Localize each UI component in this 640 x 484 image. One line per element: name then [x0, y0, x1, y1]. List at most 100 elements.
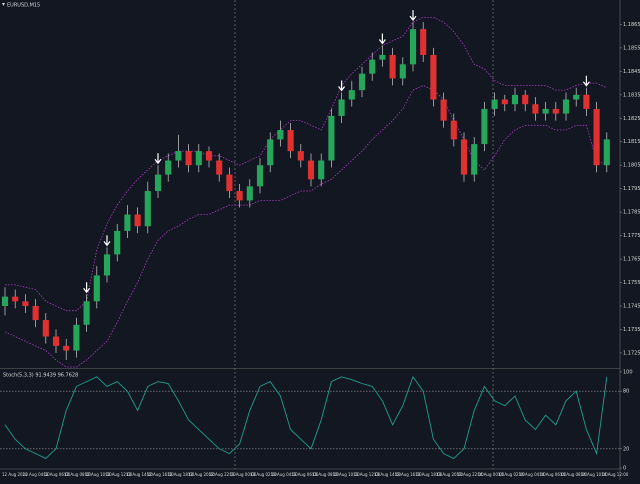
- candle-body: [348, 90, 355, 100]
- candle-body: [318, 160, 325, 180]
- x-tick-label: 14 Aug 06:00: [539, 472, 566, 477]
- candle-body: [195, 151, 202, 166]
- candle-body: [267, 139, 274, 166]
- candle-body: [440, 99, 447, 121]
- bollinger-band: [5, 16, 607, 312]
- candle-body: [114, 230, 121, 255]
- x-tick-label: 13 Aug 10:00: [333, 472, 360, 477]
- x-tick-label: 14 Aug 04:00: [519, 472, 546, 477]
- candle-body: [277, 130, 284, 140]
- y-tick-label: 1.18050: [623, 163, 640, 169]
- x-tick-label: 13 Aug 06:00: [291, 472, 318, 477]
- x-tick-label: 14 Aug 00:00: [477, 472, 504, 477]
- y-tick-label: 1.17450: [623, 303, 640, 309]
- x-tick-label: 13 Aug 16:00: [395, 472, 422, 477]
- y-tick-label: 1.17350: [623, 327, 640, 333]
- y-tick-label: 1.18150: [623, 139, 640, 145]
- y-tick-label: 1.18250: [623, 116, 640, 122]
- x-tick-label: 13 Aug 20:00: [436, 472, 463, 477]
- candle-body: [12, 296, 19, 302]
- x-tick-label: 13 Aug 04:00: [271, 472, 298, 477]
- candle-body: [287, 130, 294, 152]
- x-tick-label: 12 Aug 22:00: [209, 472, 236, 477]
- candle-body: [205, 151, 213, 161]
- y-tick-label: 1.17950: [623, 186, 640, 192]
- y-tick-label: 20: [623, 446, 629, 452]
- candle-body: [409, 29, 417, 65]
- y-tick-label: 0: [623, 466, 626, 472]
- candle-body: [450, 120, 457, 140]
- x-tick-label: 12 Aug 10:00: [85, 472, 112, 477]
- candle-body: [532, 104, 539, 114]
- candle-body: [185, 151, 192, 166]
- candle-body: [73, 324, 80, 351]
- candle-body: [165, 160, 172, 175]
- candle-body: [103, 254, 111, 276]
- y-tick-label: 1.17250: [623, 350, 640, 356]
- x-tick-label: 12 Aug 20:00: [188, 472, 215, 477]
- candle-body: [491, 99, 498, 109]
- candle-body: [256, 165, 264, 187]
- candle-body: [430, 54, 437, 100]
- sell-arrow: [338, 80, 346, 92]
- candle-body: [226, 174, 233, 192]
- candle-body: [593, 108, 600, 166]
- candle-body: [307, 160, 315, 180]
- x-tick-label: 14 Aug 02:00: [498, 472, 525, 477]
- candle-body: [1, 296, 9, 306]
- candle-body: [603, 139, 610, 166]
- candle-body: [63, 345, 70, 351]
- candle-body: [501, 99, 508, 105]
- candle-body: [399, 64, 406, 79]
- sell-arrow: [154, 153, 162, 165]
- x-tick-label: 12 Aug 06:00: [43, 472, 70, 477]
- candle-body: [369, 59, 376, 74]
- candle-body: [42, 320, 49, 337]
- candle-body: [175, 151, 182, 161]
- candle-body: [460, 139, 468, 175]
- candle-body: [216, 160, 223, 175]
- y-tick-label: 1.18650: [623, 22, 640, 28]
- candle-body: [379, 54, 386, 60]
- candle-body: [562, 99, 570, 114]
- x-tick-label: 14 Aug 12:00: [601, 472, 628, 477]
- candle-body: [522, 94, 529, 105]
- y-tick-label: 1.18450: [623, 69, 640, 75]
- candle-body: [328, 115, 335, 161]
- x-tick-label: 12 Aug 12:00: [105, 472, 132, 477]
- candle-body: [134, 214, 141, 227]
- candle-body: [511, 94, 519, 105]
- candle-body: [93, 275, 100, 302]
- y-tick-label: 1.17650: [623, 257, 640, 263]
- candle-body: [154, 174, 162, 192]
- candle-body: [471, 144, 478, 175]
- y-tick-label: 1.17850: [623, 210, 640, 216]
- sell-arrow: [409, 10, 417, 22]
- candle-body: [542, 108, 549, 114]
- candle-body: [552, 108, 559, 114]
- chart-title: EURUSD,M15: [7, 3, 40, 9]
- sell-arrow: [378, 33, 386, 45]
- sell-arrow: [582, 75, 590, 87]
- candle-body: [22, 301, 29, 306]
- candle-body: [124, 214, 131, 231]
- x-tick-label: 13 Aug 12:00: [353, 472, 380, 477]
- candle-body: [52, 336, 60, 346]
- candle-body: [83, 301, 90, 325]
- candle-body: [236, 191, 243, 201]
- candle-body: [338, 99, 345, 116]
- x-tick-label: 12 Aug 14:00: [126, 472, 153, 477]
- x-tick-label: 14 Aug 08:00: [560, 472, 587, 477]
- candle-body: [144, 191, 151, 227]
- y-tick-label: 1.17750: [623, 233, 640, 239]
- indicator-title: Stoch(5,3,3) 91.9439 96.7628: [3, 373, 78, 379]
- x-tick-label: 13 Aug 18:00: [415, 472, 442, 477]
- candle-body: [246, 186, 253, 201]
- candle-body: [389, 54, 396, 79]
- y-tick-label: 80: [623, 389, 629, 395]
- x-tick-label: 13 Aug 00:00: [229, 472, 256, 477]
- x-tick-label: 12 Aug 16:00: [147, 472, 174, 477]
- x-tick-label: 13 Aug 14:00: [374, 472, 401, 477]
